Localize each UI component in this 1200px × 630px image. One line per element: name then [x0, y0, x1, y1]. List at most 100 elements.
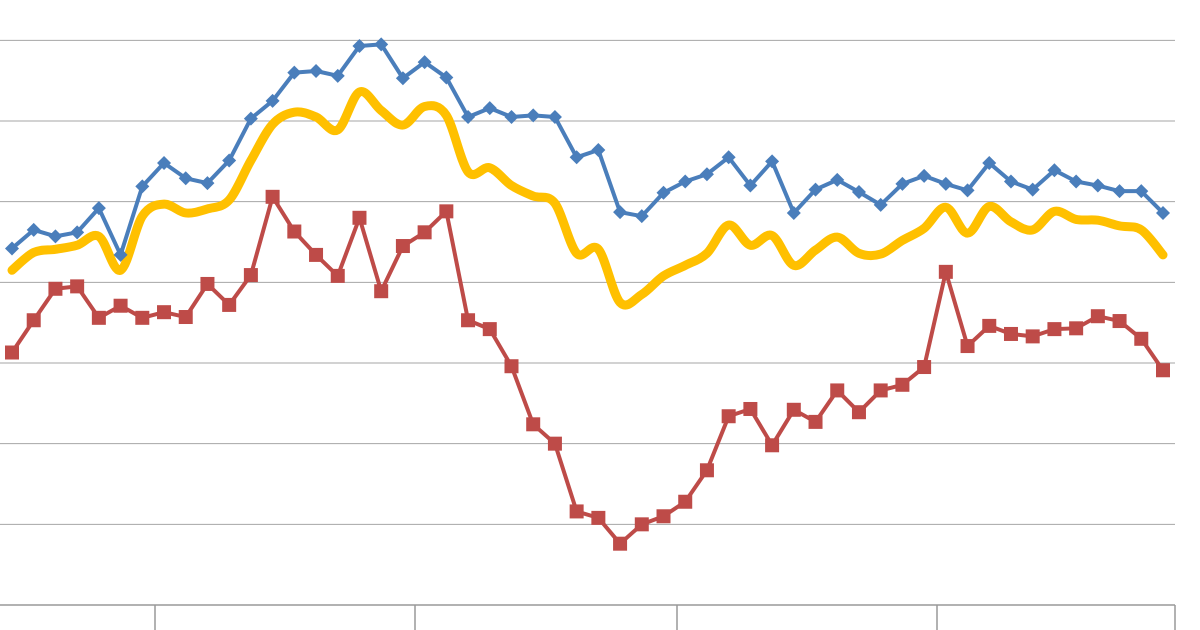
- point-marker: [157, 305, 172, 320]
- point-marker: [917, 360, 932, 375]
- point-marker: [699, 167, 714, 182]
- series: [5, 189, 1170, 551]
- point-marker: [786, 402, 801, 417]
- point-marker: [222, 153, 237, 168]
- point-marker: [591, 143, 606, 158]
- point-marker: [222, 297, 237, 312]
- point-marker: [830, 383, 845, 398]
- point-marker: [634, 209, 649, 224]
- point-marker: [243, 111, 258, 126]
- point-marker: [721, 150, 736, 165]
- series: [5, 37, 1170, 262]
- point-marker: [243, 268, 258, 283]
- point-marker: [504, 359, 519, 374]
- x-axis: [154, 605, 1176, 630]
- point-marker: [178, 171, 193, 186]
- point-marker: [287, 65, 302, 80]
- grid: [0, 39, 1175, 606]
- point-marker: [1047, 163, 1062, 178]
- series-line: [10, 42, 1165, 257]
- point-marker: [309, 63, 324, 78]
- point-marker: [113, 298, 128, 313]
- point-marker: [1069, 321, 1084, 336]
- point-marker: [1025, 182, 1040, 197]
- point-marker: [917, 168, 932, 183]
- point-marker: [765, 154, 780, 169]
- point-marker: [417, 225, 432, 240]
- point-marker: [678, 494, 693, 509]
- point-marker: [330, 268, 345, 283]
- point-marker: [135, 179, 150, 194]
- point-marker: [91, 201, 106, 216]
- point-marker: [895, 377, 910, 392]
- point-marker: [48, 229, 63, 244]
- point-marker: [1156, 363, 1170, 378]
- point-marker: [91, 310, 106, 325]
- point-marker: [634, 517, 649, 532]
- point-marker: [960, 339, 975, 354]
- point-marker: [439, 70, 454, 85]
- point-marker: [417, 55, 432, 70]
- point-marker: [613, 536, 628, 551]
- point-marker: [461, 109, 476, 124]
- point-marker: [1069, 174, 1084, 189]
- point-marker: [374, 37, 389, 52]
- point-marker: [591, 510, 606, 525]
- point-marker: [374, 284, 389, 299]
- point-marker: [678, 174, 693, 189]
- point-marker: [330, 68, 345, 83]
- point-marker: [482, 322, 497, 337]
- point-marker: [395, 239, 410, 254]
- point-marker: [895, 176, 910, 191]
- point-marker: [309, 247, 324, 262]
- point-marker: [265, 189, 280, 204]
- point-marker: [26, 222, 41, 237]
- point-marker: [1003, 174, 1018, 189]
- point-marker: [526, 108, 541, 123]
- point-marker: [808, 182, 823, 197]
- point-marker: [70, 225, 85, 240]
- point-marker: [482, 101, 497, 116]
- point-marker: [26, 313, 41, 328]
- point-marker: [526, 417, 541, 432]
- series-line: [7, 87, 1168, 310]
- point-marker: [982, 155, 997, 170]
- point-marker: [504, 109, 519, 124]
- point-marker: [352, 38, 367, 53]
- point-marker: [938, 176, 953, 191]
- point-marker: [200, 276, 215, 291]
- series: [7, 87, 1168, 310]
- point-marker: [1090, 309, 1105, 324]
- point-marker: [569, 504, 584, 519]
- point-marker: [851, 405, 866, 420]
- point-marker: [938, 264, 953, 279]
- point-marker: [1156, 205, 1170, 220]
- point-marker: [287, 224, 302, 239]
- point-marker: [135, 310, 150, 325]
- point-marker: [1112, 184, 1127, 199]
- point-marker: [352, 210, 367, 225]
- point-marker: [113, 247, 128, 262]
- point-marker: [656, 509, 671, 524]
- point-marker: [743, 178, 758, 193]
- point-marker: [765, 438, 780, 453]
- point-marker: [157, 155, 172, 170]
- point-marker: [1090, 178, 1105, 193]
- point-marker: [395, 71, 410, 86]
- point-marker: [982, 318, 997, 333]
- point-marker: [786, 205, 801, 220]
- point-marker: [5, 345, 19, 360]
- point-marker: [1134, 184, 1149, 199]
- point-marker: [960, 183, 975, 198]
- point-marker: [656, 185, 671, 200]
- point-marker: [743, 401, 758, 416]
- point-marker: [873, 383, 888, 398]
- point-marker: [48, 281, 63, 296]
- point-marker: [1134, 331, 1149, 346]
- point-marker: [808, 414, 823, 429]
- point-marker: [1003, 326, 1018, 341]
- point-marker: [1112, 314, 1127, 329]
- point-marker: [721, 409, 736, 424]
- point-marker: [200, 176, 215, 191]
